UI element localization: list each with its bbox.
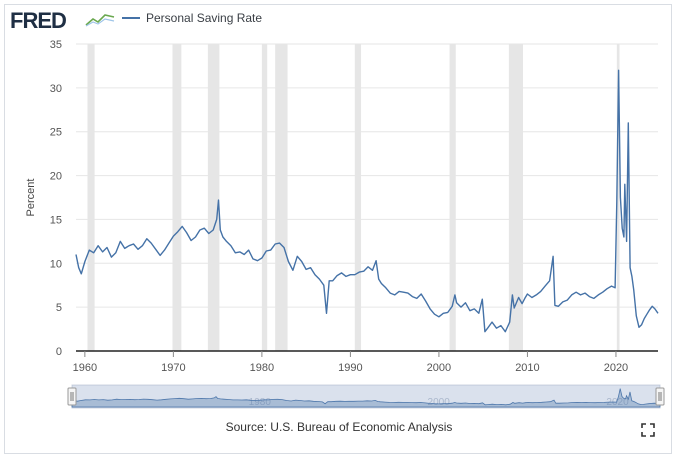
navigator-series xyxy=(71,388,661,408)
x-tick-label: 1960 xyxy=(73,362,97,374)
y-tick-label: 5 xyxy=(56,302,62,314)
y-tick-label: 0 xyxy=(56,346,62,358)
fullscreen-icon[interactable] xyxy=(641,423,655,437)
line-chart-icon xyxy=(84,11,116,27)
x-tick-label: 2010 xyxy=(515,362,539,374)
source-note: Source: U.S. Bureau of Economic Analysis xyxy=(225,420,453,434)
y-tick-label: 10 xyxy=(50,258,62,270)
chart-frame xyxy=(4,4,672,454)
y-tick-label: 30 xyxy=(50,83,62,95)
navigator-selection[interactable] xyxy=(72,385,660,408)
legend[interactable]: Personal Saving Rate xyxy=(122,11,262,25)
y-tick-label: 20 xyxy=(50,171,62,183)
y-axis-label: Percent xyxy=(25,179,37,217)
navigator-tick-label: 2020 xyxy=(606,397,629,408)
x-tick-label: 2020 xyxy=(604,362,628,374)
legend-label: Personal Saving Rate xyxy=(146,11,263,25)
legend-swatch xyxy=(122,17,140,19)
y-tick-label: 35 xyxy=(50,39,62,51)
recession-band xyxy=(275,44,288,351)
navigator-handle-right[interactable] xyxy=(655,387,665,406)
y-tick-label: 25 xyxy=(50,127,62,139)
navigator-tick-label: 2000 xyxy=(428,397,451,408)
recession-band xyxy=(261,44,268,351)
recession-band xyxy=(172,44,182,351)
x-tick-label: 1990 xyxy=(338,362,362,374)
x-tick-label: 1980 xyxy=(250,362,274,374)
recession-band xyxy=(449,44,456,351)
recession-band xyxy=(87,44,95,351)
fred-logo[interactable]: FRED xyxy=(10,8,67,33)
x-tick-label: 2000 xyxy=(427,362,451,374)
recession-band xyxy=(508,44,524,351)
y-tick-label: 15 xyxy=(50,214,62,226)
recession-band xyxy=(616,44,620,351)
x-tick-label: 1970 xyxy=(161,362,185,374)
navigator-tick-label: 1980 xyxy=(249,397,272,408)
series-line-personal-saving-rate[interactable] xyxy=(75,69,659,333)
navigator-handle-left[interactable] xyxy=(67,387,77,406)
recession-band xyxy=(207,44,220,351)
recession-band xyxy=(354,44,362,351)
